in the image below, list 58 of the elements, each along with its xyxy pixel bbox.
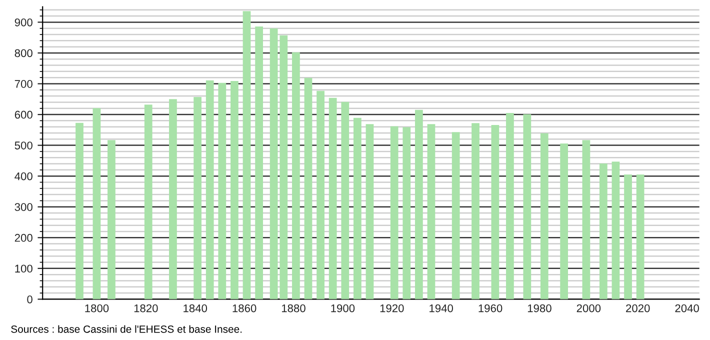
x-tick-label: 1840: [184, 304, 208, 312]
x-tick-label: 1980: [528, 304, 552, 312]
x-tick-label: 1920: [380, 304, 404, 312]
bar: [108, 140, 116, 300]
y-tick-label: 700: [14, 80, 32, 88]
x-tick-label: 1820: [134, 304, 158, 312]
bar: [92, 108, 101, 300]
x-tick-label: 2000: [576, 304, 601, 312]
bar: [599, 163, 608, 300]
bar: [206, 80, 214, 300]
bar: [230, 80, 238, 300]
bar: [560, 143, 568, 300]
bar: [402, 127, 411, 300]
x-tick-label: 1800: [85, 304, 109, 312]
bar: [144, 104, 152, 300]
bar: [636, 174, 644, 300]
bar: [354, 118, 362, 300]
bar: [328, 98, 337, 300]
y-tick-label: 100: [15, 264, 32, 273]
bar: [316, 90, 324, 300]
bar: [582, 140, 590, 300]
bar: [304, 78, 312, 300]
x-tick-label: 1940: [430, 304, 454, 312]
bar: [452, 132, 460, 300]
bar: [523, 114, 532, 300]
x-tick-label: 1900: [331, 304, 355, 312]
bar: [472, 123, 480, 300]
bar: [612, 162, 620, 300]
x-tick-label: 1860: [232, 304, 256, 312]
y-tick-label: 200: [14, 234, 32, 242]
source-note: Sources : base Cassini de l'EHESS et base Insee.: [11, 325, 242, 333]
bar: [242, 11, 251, 300]
y-tick-label: 800: [14, 49, 32, 58]
bar: [255, 26, 263, 300]
bar: [540, 133, 548, 300]
bar: [427, 124, 436, 300]
bar: [194, 96, 202, 300]
x-tick-label: 2040: [675, 304, 699, 312]
bar: [415, 110, 423, 300]
bar: [218, 82, 226, 300]
bar: [624, 174, 632, 300]
x-tick-label: 1880: [282, 304, 306, 312]
bar: [76, 122, 84, 300]
bar: [390, 126, 398, 300]
bar: [491, 124, 500, 300]
y-tick-label: 600: [14, 110, 32, 119]
bar: [341, 102, 350, 300]
bar: [169, 99, 177, 300]
bar: [292, 52, 300, 300]
x-tick-label: 2020: [626, 304, 650, 312]
y-tick-label: 300: [14, 203, 32, 211]
y-tick-label: 500: [14, 142, 32, 150]
bar: [366, 124, 374, 300]
x-tick-label: 1960: [478, 304, 502, 312]
y-tick-label: 0: [27, 295, 32, 304]
y-tick-label: 400: [14, 172, 32, 180]
bar: [506, 112, 514, 300]
y-tick-label: 900: [14, 18, 32, 26]
